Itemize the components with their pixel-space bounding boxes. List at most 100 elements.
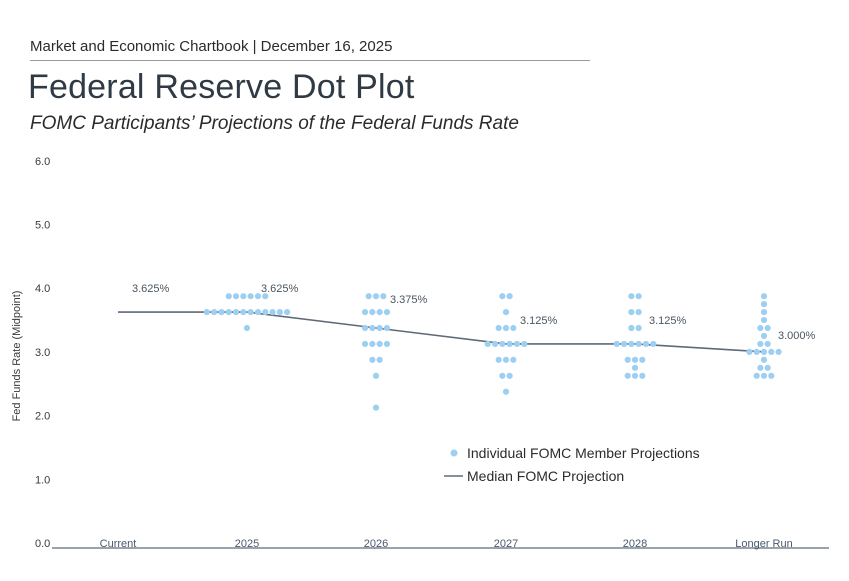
projection-dot bbox=[631, 364, 639, 371]
projection-dot bbox=[513, 340, 521, 348]
y-axis-label: Fed Funds Rate (Midpoint) bbox=[11, 291, 23, 422]
projection-dot bbox=[361, 340, 369, 348]
median-value-label: 3.375% bbox=[390, 294, 428, 306]
projection-dot bbox=[620, 340, 628, 348]
median-value-label: 3.125% bbox=[649, 315, 687, 327]
projection-dot bbox=[768, 348, 775, 355]
projection-dot bbox=[243, 324, 251, 332]
projection-dot bbox=[506, 372, 513, 379]
x-tick-label: Longer Run bbox=[735, 538, 793, 550]
projection-dot bbox=[502, 324, 510, 332]
x-axis-ticks: Current 2025 2026 2027 2028 Longer Run bbox=[100, 538, 793, 550]
projection-dot bbox=[624, 356, 631, 363]
y-tick-label: 6.0 bbox=[35, 156, 50, 168]
projection-dot bbox=[650, 340, 657, 348]
projection-dot bbox=[376, 324, 383, 332]
projection-dot bbox=[628, 308, 635, 316]
projection-dot bbox=[203, 308, 210, 316]
projection-dot bbox=[635, 340, 642, 348]
projection-dot bbox=[383, 324, 391, 332]
projection-dot bbox=[502, 356, 510, 363]
projection-dot bbox=[510, 356, 517, 363]
projection-dot bbox=[491, 340, 499, 348]
projection-dot bbox=[376, 308, 383, 316]
projection-dot bbox=[631, 372, 639, 379]
projection-dot bbox=[240, 308, 247, 316]
legend-dot-marker bbox=[450, 449, 458, 457]
median-annotations: 3.625% 3.625% 3.375% 3.125% 3.125% 3.000% bbox=[132, 283, 816, 342]
projection-dot bbox=[225, 308, 232, 316]
member-projection-dots bbox=[203, 293, 782, 411]
projection-dot bbox=[760, 301, 768, 308]
y-tick-label: 0.0 bbox=[35, 538, 50, 550]
projection-dot bbox=[361, 308, 369, 316]
x-tick-label: 2026 bbox=[364, 538, 388, 550]
x-tick-label: 2028 bbox=[623, 538, 647, 550]
legend-item-dots: Individual FOMC Member Projections bbox=[467, 445, 700, 461]
projection-dot bbox=[642, 340, 650, 348]
median-value-label: 3.125% bbox=[520, 315, 558, 327]
projection-dot bbox=[376, 340, 383, 348]
projection-dot bbox=[365, 293, 372, 300]
median-projection-line bbox=[118, 311, 765, 353]
projection-dot bbox=[506, 293, 513, 300]
y-tick-label: 1.0 bbox=[35, 474, 50, 486]
projection-dot bbox=[764, 340, 771, 348]
projection-dot bbox=[383, 340, 391, 348]
x-tick-label: 2027 bbox=[494, 538, 518, 550]
projection-dot bbox=[639, 372, 646, 379]
projection-dot bbox=[211, 308, 218, 316]
projection-dot bbox=[757, 364, 764, 371]
projection-dot bbox=[372, 404, 380, 411]
projection-dot bbox=[753, 348, 760, 355]
projection-dot bbox=[635, 324, 642, 332]
projection-dot bbox=[635, 293, 642, 300]
projection-dot bbox=[760, 293, 768, 300]
projection-dot bbox=[361, 324, 369, 332]
projection-dot bbox=[484, 340, 491, 348]
projection-dot bbox=[639, 356, 646, 363]
projection-dot bbox=[613, 340, 620, 348]
projection-dot bbox=[254, 308, 262, 316]
projection-dot bbox=[372, 293, 380, 300]
projection-dot bbox=[232, 308, 240, 316]
projection-dot bbox=[628, 324, 635, 332]
y-tick-label: 2.0 bbox=[35, 411, 50, 423]
projection-dot bbox=[746, 348, 753, 355]
projection-dot bbox=[631, 356, 639, 363]
projection-dot bbox=[218, 308, 225, 316]
y-axis-ticks: 0.0 1.0 2.0 3.0 4.0 5.0 6.0 bbox=[35, 156, 50, 550]
projection-dot bbox=[760, 356, 768, 363]
median-value-label: 3.625% bbox=[132, 283, 170, 295]
projection-dot bbox=[495, 356, 502, 363]
projection-dot bbox=[499, 293, 506, 300]
projection-dot bbox=[240, 293, 247, 300]
projection-dot bbox=[383, 308, 391, 316]
projection-dot bbox=[284, 308, 291, 316]
projection-dot bbox=[764, 324, 771, 332]
projection-dot bbox=[247, 308, 254, 316]
projection-dot bbox=[760, 332, 768, 340]
chartbook-kicker: Market and Economic Chartbook | December… bbox=[30, 38, 393, 55]
projection-dot bbox=[760, 348, 768, 355]
y-tick-label: 4.0 bbox=[35, 283, 50, 295]
projection-dot bbox=[499, 372, 506, 379]
projection-dot bbox=[628, 293, 635, 300]
projection-dot bbox=[760, 308, 768, 316]
x-tick-label: Current bbox=[100, 538, 137, 550]
projection-dot bbox=[635, 308, 642, 316]
chart-subtitle: FOMC Participants’ Projections of the Fe… bbox=[30, 113, 519, 134]
projection-dot bbox=[376, 356, 383, 363]
header-rule bbox=[30, 60, 590, 61]
projection-dot bbox=[262, 293, 269, 300]
projection-dot bbox=[254, 293, 262, 300]
projection-dot bbox=[768, 372, 775, 379]
projection-dot bbox=[269, 308, 276, 316]
legend-item-median: Median FOMC Projection bbox=[467, 468, 624, 484]
projection-dot bbox=[232, 293, 240, 300]
projection-dot bbox=[369, 356, 376, 363]
projection-dot bbox=[764, 364, 771, 371]
projection-dot bbox=[247, 293, 254, 300]
x-tick-label: 2025 bbox=[235, 538, 259, 550]
